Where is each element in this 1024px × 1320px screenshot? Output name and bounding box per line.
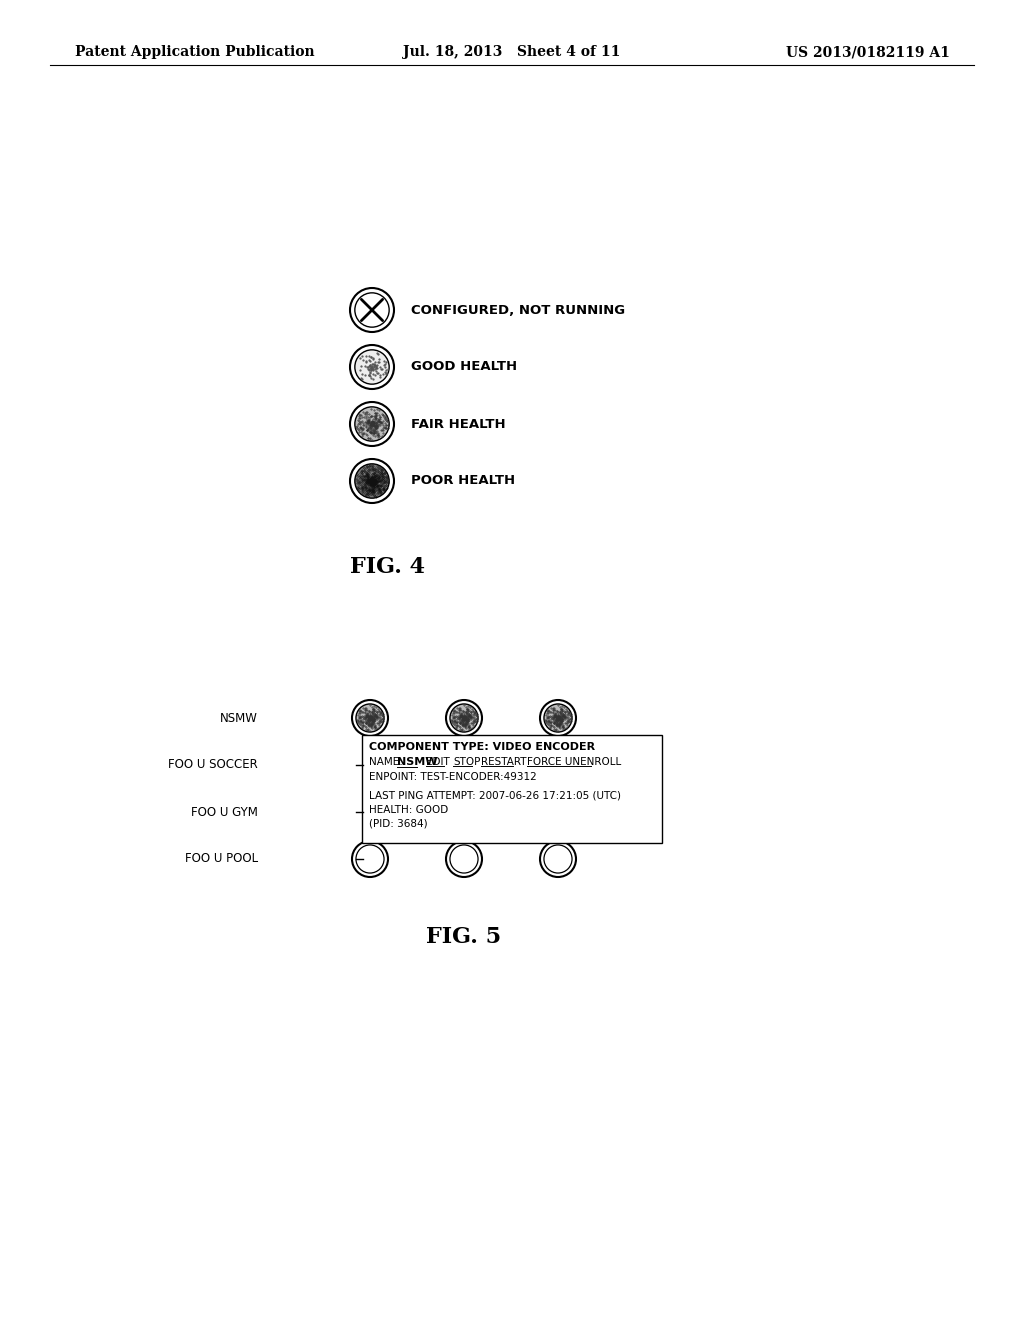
Text: Patent Application Publication: Patent Application Publication: [75, 45, 314, 59]
Text: FOO U POOL: FOO U POOL: [185, 853, 258, 866]
Text: STOP: STOP: [454, 756, 481, 767]
Circle shape: [544, 704, 572, 733]
Circle shape: [450, 704, 478, 733]
Text: ENPOINT: TEST-ENCODER:49312: ENPOINT: TEST-ENCODER:49312: [369, 772, 537, 781]
Text: FIG. 5: FIG. 5: [426, 927, 502, 948]
Circle shape: [450, 845, 478, 873]
Text: GOOD HEALTH: GOOD HEALTH: [411, 360, 517, 374]
Text: RESTART: RESTART: [481, 756, 526, 767]
Text: NSMW: NSMW: [396, 756, 437, 767]
Text: EDIT: EDIT: [426, 756, 450, 767]
Text: COMPONENT TYPE: VIDEO ENCODER: COMPONENT TYPE: VIDEO ENCODER: [369, 742, 595, 752]
Text: Jul. 18, 2013   Sheet 4 of 11: Jul. 18, 2013 Sheet 4 of 11: [403, 45, 621, 59]
Circle shape: [356, 845, 384, 873]
Text: FOO U GYM: FOO U GYM: [191, 805, 258, 818]
Text: (PID: 3684): (PID: 3684): [369, 818, 428, 829]
FancyBboxPatch shape: [362, 735, 662, 843]
Circle shape: [355, 350, 389, 384]
Text: NAME:: NAME:: [369, 756, 407, 767]
Circle shape: [355, 463, 389, 498]
Circle shape: [356, 704, 384, 733]
Text: NSMW: NSMW: [220, 711, 258, 725]
Text: FIG. 4: FIG. 4: [349, 556, 425, 578]
Circle shape: [544, 845, 572, 873]
Text: CONFIGURED, NOT RUNNING: CONFIGURED, NOT RUNNING: [411, 304, 625, 317]
Text: HEALTH: GOOD: HEALTH: GOOD: [369, 805, 449, 814]
Text: FORCE UNENROLL: FORCE UNENROLL: [527, 756, 622, 767]
Circle shape: [355, 293, 389, 327]
Circle shape: [355, 407, 389, 441]
Text: FOO U SOCCER: FOO U SOCCER: [168, 759, 258, 771]
Text: FAIR HEALTH: FAIR HEALTH: [411, 417, 506, 430]
Text: US 2013/0182119 A1: US 2013/0182119 A1: [786, 45, 950, 59]
Text: POOR HEALTH: POOR HEALTH: [411, 474, 515, 487]
Text: LAST PING ATTEMPT: 2007-06-26 17:21:05 (UTC): LAST PING ATTEMPT: 2007-06-26 17:21:05 (…: [369, 791, 621, 801]
